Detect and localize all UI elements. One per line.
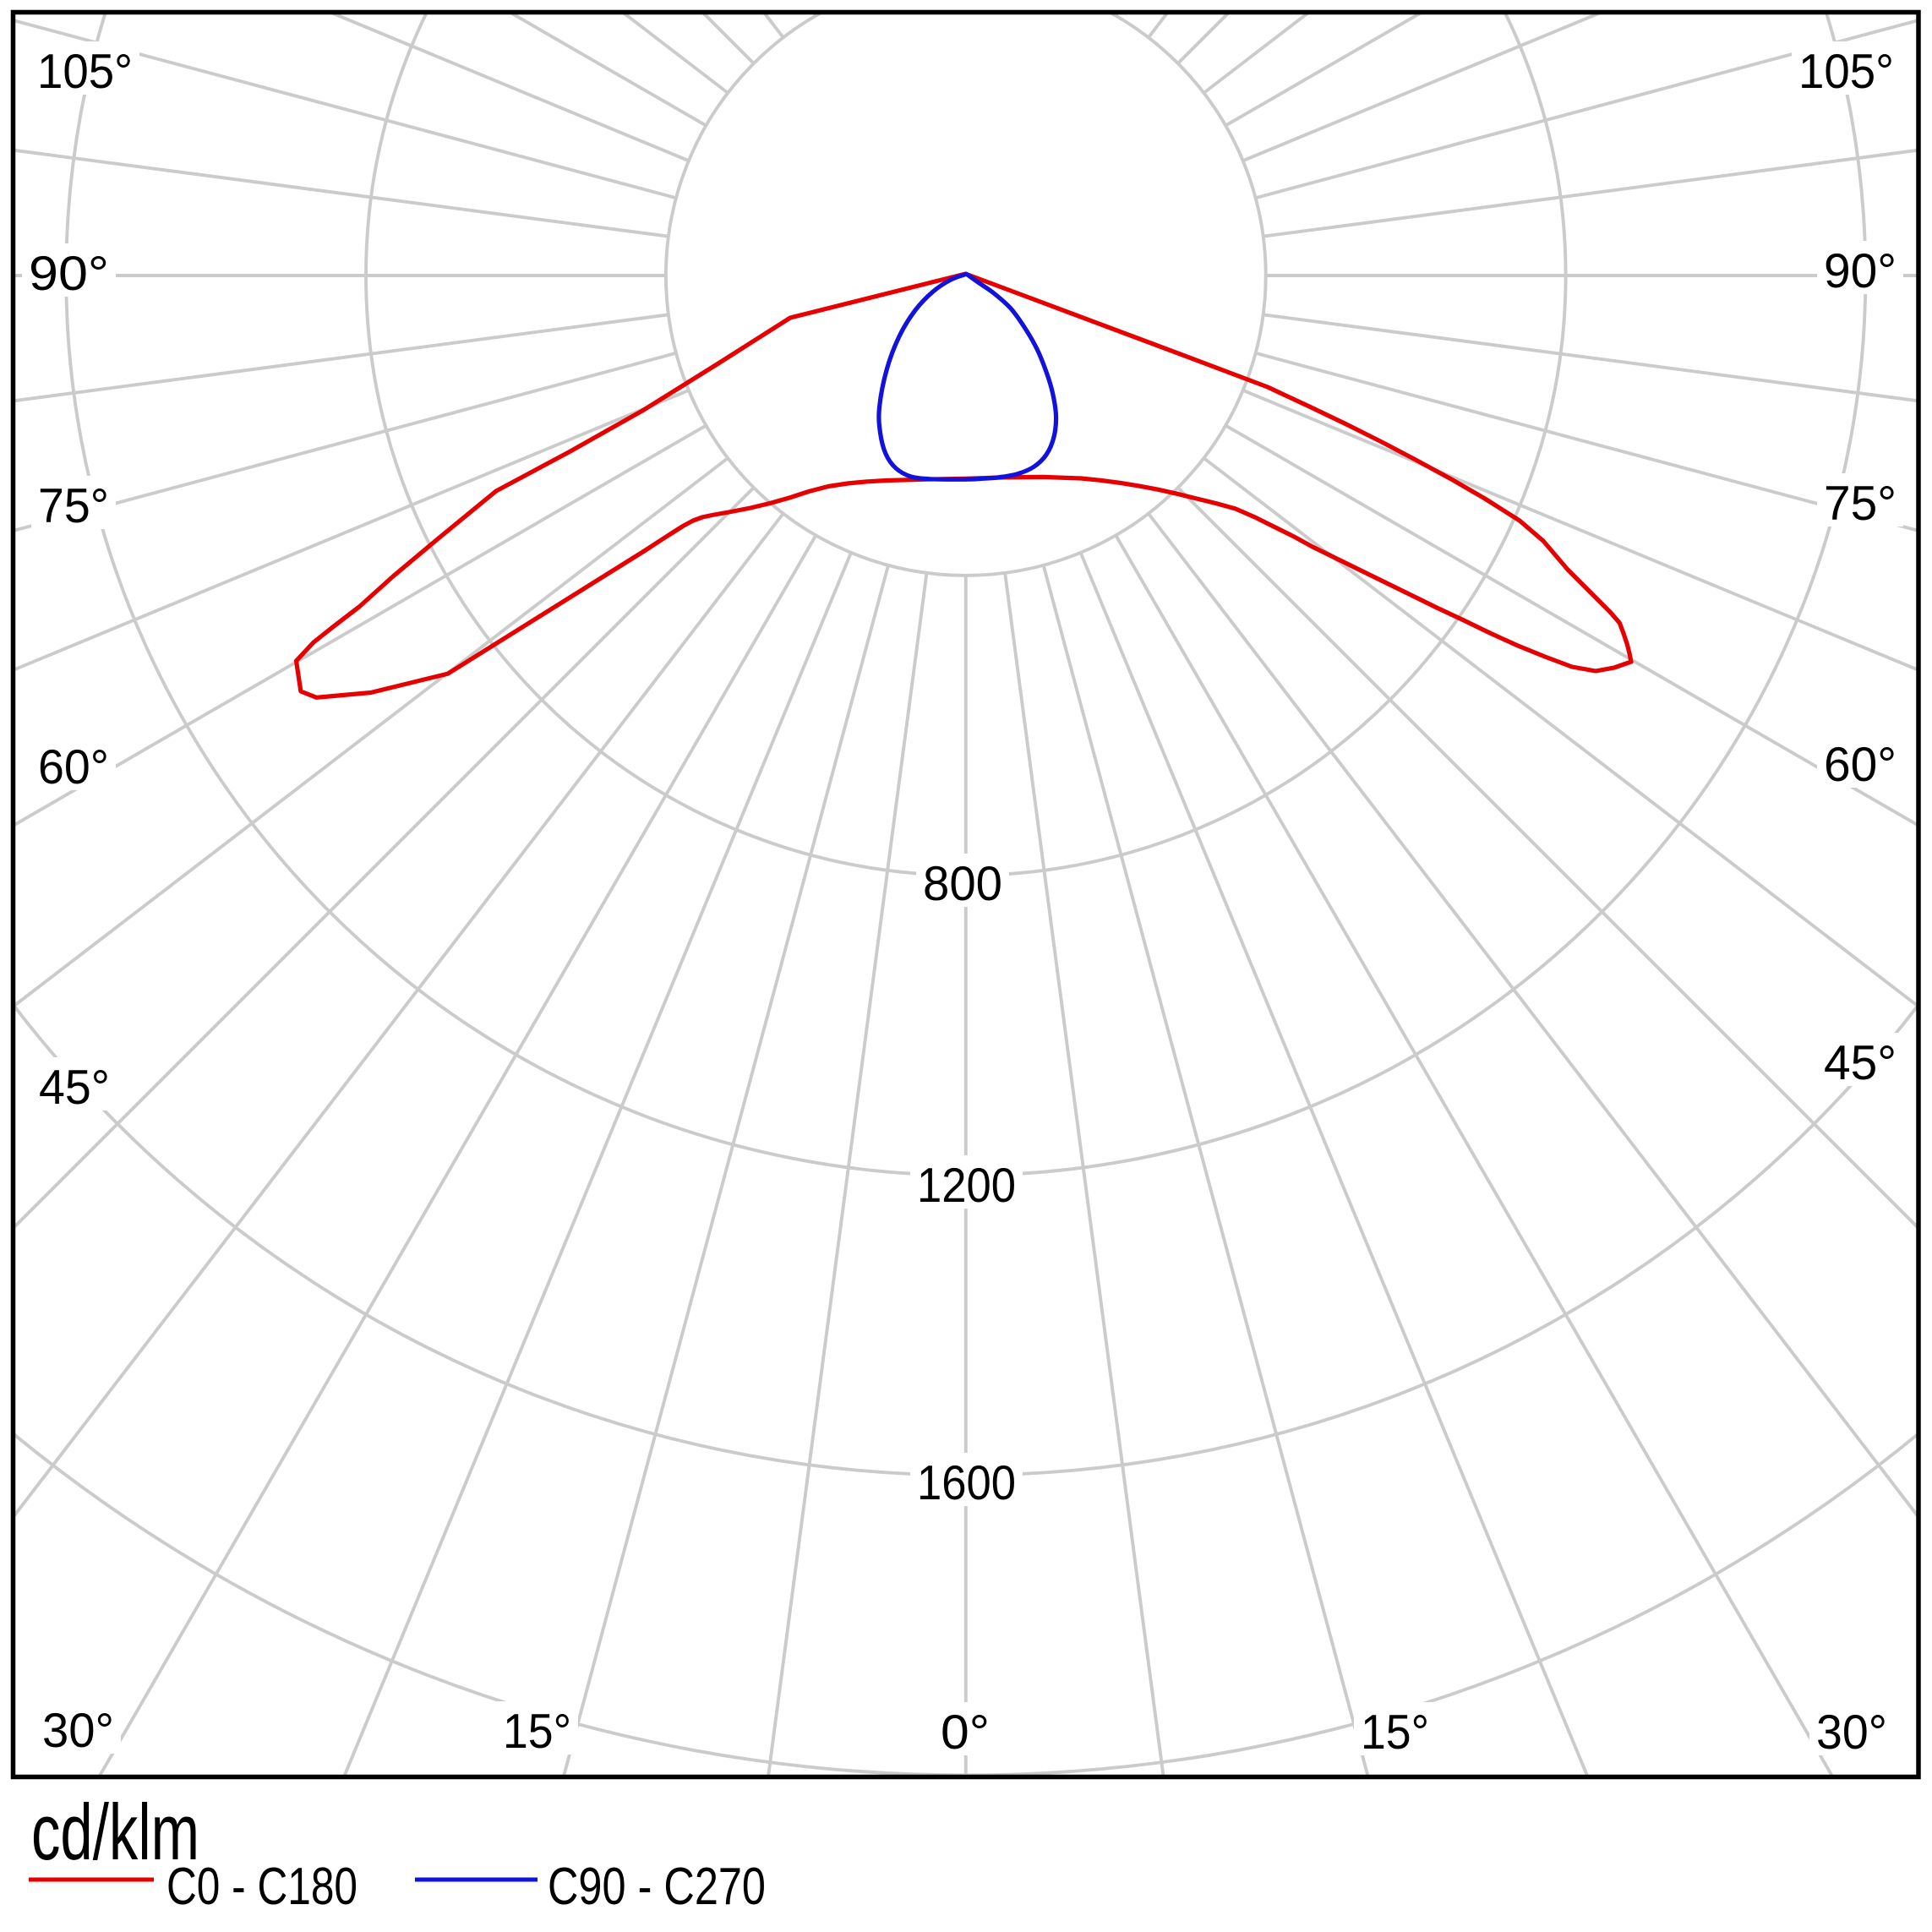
svg-text:C0 - C180: C0 - C180 (166, 1858, 357, 1916)
svg-text:15°: 15° (1361, 1706, 1429, 1760)
svg-text:45°: 45° (1824, 1036, 1897, 1090)
svg-text:105°: 105° (1798, 45, 1894, 99)
svg-text:45°: 45° (39, 1061, 110, 1115)
svg-text:1200: 1200 (917, 1159, 1016, 1213)
svg-text:60°: 60° (38, 740, 109, 794)
svg-text:30°: 30° (1816, 1706, 1887, 1760)
svg-text:800: 800 (923, 857, 1002, 911)
svg-text:15°: 15° (503, 1705, 571, 1759)
svg-text:75°: 75° (1824, 477, 1897, 531)
svg-text:30°: 30° (42, 1704, 114, 1758)
svg-text:cd/klm: cd/klm (31, 1787, 199, 1876)
svg-text:1600: 1600 (917, 1456, 1016, 1510)
svg-text:90°: 90° (1824, 244, 1897, 298)
svg-text:C90 - C270: C90 - C270 (548, 1858, 766, 1916)
svg-text:90°: 90° (29, 247, 109, 301)
svg-text:105°: 105° (37, 45, 133, 99)
svg-text:0°: 0° (941, 1706, 990, 1760)
svg-text:60°: 60° (1824, 738, 1897, 792)
svg-text:75°: 75° (38, 479, 109, 533)
